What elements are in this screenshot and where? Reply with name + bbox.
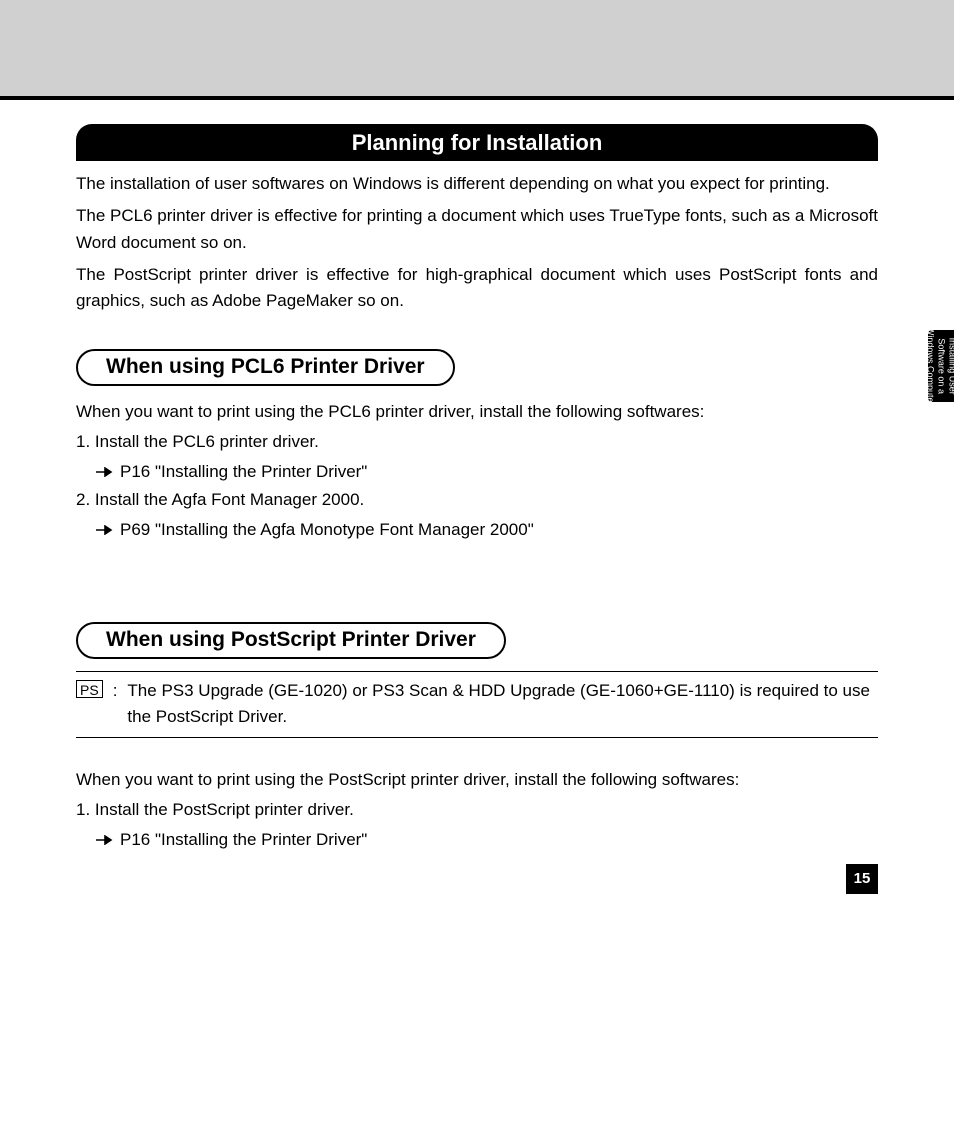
section2-step1: 1. Install the PostScript printer driver… — [76, 796, 878, 824]
ps-colon: : — [113, 678, 118, 731]
side-tab-line1: Installing User — [946, 327, 954, 406]
arrow-icon — [96, 525, 114, 535]
section2-ref1-text: P16 "Installing the Printer Driver" — [120, 826, 367, 854]
section1-ref2-text: P69 "Installing the Agfa Monotype Font M… — [120, 516, 534, 544]
section-heading-pcl6: When using PCL6 Printer Driver — [76, 349, 455, 386]
top-header-band — [0, 0, 954, 100]
section1-body: When you want to print using the PCL6 pr… — [76, 398, 878, 544]
section1-step2: 2. Install the Agfa Font Manager 2000. — [76, 486, 878, 514]
section1-step1: 1. Install the PCL6 printer driver. — [76, 428, 878, 456]
section2-ref1: P16 "Installing the Printer Driver" — [96, 826, 878, 854]
arrow-icon — [96, 835, 114, 845]
page-number: 15 — [846, 864, 878, 894]
page-content: Planning for Installation The installati… — [0, 100, 954, 974]
ps-note-text: The PS3 Upgrade (GE-1020) or PS3 Scan & … — [127, 678, 878, 731]
intro-block: The installation of user softwares on Wi… — [76, 171, 878, 315]
side-tab: Installing User Software on a Windows Co… — [928, 330, 954, 402]
section1-ref2: P69 "Installing the Agfa Monotype Font M… — [96, 516, 878, 544]
main-heading: Planning for Installation — [76, 124, 878, 161]
intro-p2: The PCL6 printer driver is effective for… — [76, 203, 878, 256]
section2-body: When you want to print using the PostScr… — [76, 766, 878, 854]
section-heading-postscript: When using PostScript Printer Driver — [76, 622, 506, 659]
side-tab-line2: Software on a — [936, 327, 947, 406]
section1-lead: When you want to print using the PCL6 pr… — [76, 398, 878, 426]
ps-note-block: PS : The PS3 Upgrade (GE-1020) or PS3 Sc… — [76, 671, 878, 738]
section1-ref1-text: P16 "Installing the Printer Driver" — [120, 458, 367, 486]
section1-ref1: P16 "Installing the Printer Driver" — [96, 458, 878, 486]
intro-p3: The PostScript printer driver is effecti… — [76, 262, 878, 315]
side-tab-line3: Windows Computer — [925, 327, 936, 406]
ps-badge: PS — [76, 680, 103, 698]
intro-p1: The installation of user softwares on Wi… — [76, 171, 878, 197]
arrow-icon — [96, 467, 114, 477]
section2-lead: When you want to print using the PostScr… — [76, 766, 878, 794]
